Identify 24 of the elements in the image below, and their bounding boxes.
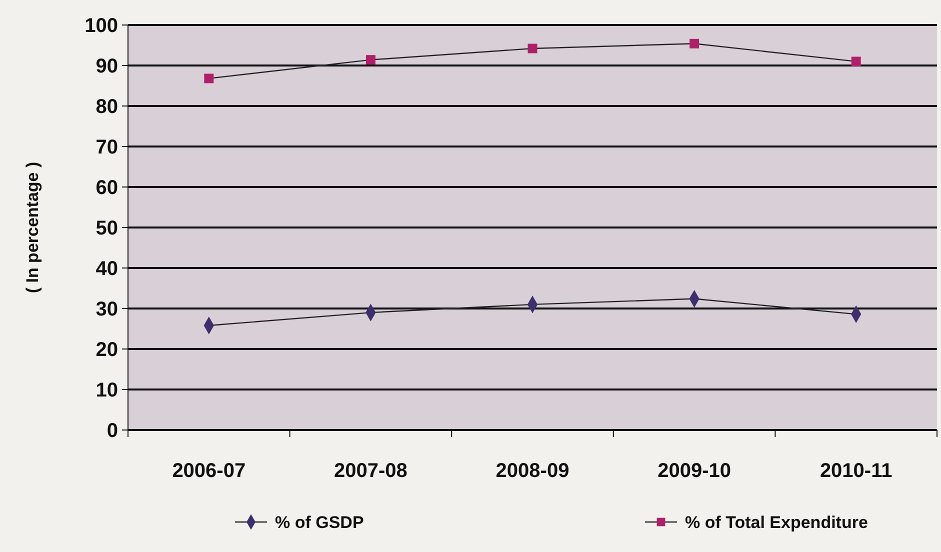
y-tick-label: 70 (96, 136, 118, 158)
point (204, 74, 214, 84)
y-tick-label: 20 (96, 339, 118, 361)
x-tick-label: 2007-08 (334, 460, 408, 482)
y-tick-label: 100 (84, 15, 118, 37)
y-tick-label: 10 (96, 380, 118, 402)
y-tick-label: 50 (96, 218, 118, 240)
point (690, 38, 700, 48)
y-tick-label: 30 (96, 298, 118, 320)
y-tick-label: 40 (96, 258, 118, 280)
legend-label: % of Total Expenditure (685, 512, 868, 532)
point (366, 55, 376, 65)
x-tick-label: 2008-09 (496, 460, 570, 482)
x-tick-label: 2009-10 (658, 460, 732, 482)
point (851, 56, 861, 66)
x-tick-label: 2010-11 (820, 460, 892, 482)
y-axis-title: ( In percentage ) (23, 162, 42, 294)
point (528, 44, 538, 54)
y-tick-label: 60 (96, 177, 118, 199)
x-tick-label: 2006-07 (172, 460, 246, 482)
y-tick-label: 80 (96, 96, 118, 118)
y-tick-label: 0 (106, 420, 118, 442)
y-tick-label: 90 (96, 56, 118, 78)
legend-label: % of GSDP (275, 512, 364, 532)
